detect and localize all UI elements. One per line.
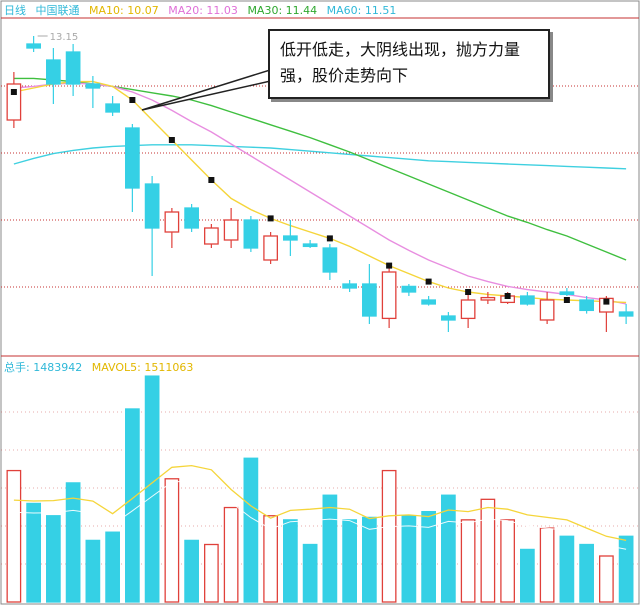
candle-body	[559, 291, 575, 296]
ma-marker	[425, 278, 432, 285]
candle-body	[421, 299, 436, 305]
volume-bar	[401, 515, 417, 603]
volume-panel-header: 总手: 1483942 MAVOL5: 1511063	[4, 359, 199, 375]
candle-body	[599, 297, 614, 313]
ma30-value: MA30: 11.44	[247, 4, 318, 17]
volume-value: 总手: 1483942	[4, 361, 83, 374]
candle-body	[480, 296, 496, 301]
volume-bar	[421, 510, 436, 603]
stock-name: 中国联通	[35, 4, 80, 17]
volume-bar	[302, 543, 318, 603]
mavol5-value: MAVOL5: 1511063	[91, 361, 194, 374]
volume-bar	[342, 519, 357, 603]
volume-bar	[223, 506, 239, 603]
volume-bar	[599, 555, 614, 603]
volume-bar	[520, 548, 535, 603]
volume-bar	[283, 519, 298, 603]
candle-body	[441, 315, 456, 321]
high-marker-label: 13.15	[50, 32, 79, 43]
volume-bar	[460, 519, 476, 603]
mavol10-line	[13, 480, 627, 550]
volume-bar	[65, 482, 81, 603]
volume-bar	[184, 539, 199, 603]
candle-body	[263, 235, 278, 261]
ma10-line	[13, 80, 627, 304]
candle-body	[302, 243, 318, 248]
ma-marker	[10, 89, 17, 95]
ma-marker	[504, 293, 511, 299]
candle-body	[26, 43, 41, 49]
candle-body	[184, 207, 199, 229]
volume-bar	[26, 502, 41, 603]
volume-bar	[480, 498, 496, 603]
volume-bar	[263, 515, 278, 603]
candle-body	[204, 227, 219, 245]
candle-body	[401, 285, 417, 293]
ma10-value: MA10: 10.07	[89, 4, 159, 17]
period-label: 日线	[4, 4, 26, 17]
volume-bar	[381, 469, 397, 603]
volume-bar	[46, 515, 61, 603]
ma60-value: MA60: 11.51	[326, 4, 397, 17]
candle-body	[579, 299, 594, 312]
mavol5-line	[13, 464, 627, 542]
volume-bar	[125, 408, 140, 603]
annotation-text: 低开低走，大阴线出现，抛方力量强，股价走势向下	[280, 40, 521, 85]
ma-marker	[168, 137, 175, 143]
ma60-line	[13, 144, 627, 170]
candle-body	[164, 211, 180, 233]
volume-bar	[618, 535, 634, 603]
volume-bar	[500, 519, 515, 603]
candle-body	[243, 219, 259, 249]
ma-marker	[386, 262, 393, 269]
callout-pointer	[141, 69, 277, 111]
candle-body	[520, 295, 535, 305]
candle-body	[618, 311, 634, 317]
candle-body	[539, 299, 555, 321]
volume-bar	[105, 531, 120, 603]
volume-bar	[362, 516, 377, 603]
annotation-callout: 低开低走，大阴线出现，抛方力量强，股价走势向下	[268, 29, 550, 99]
ma-marker	[129, 97, 136, 103]
ma-marker	[208, 177, 215, 183]
volume-bar	[85, 539, 101, 603]
ma-marker	[603, 298, 610, 305]
volume-bar	[243, 457, 259, 603]
volume-bar	[539, 527, 555, 603]
ma-marker	[267, 215, 274, 222]
candle-body	[322, 247, 338, 273]
volume-bar	[6, 469, 22, 603]
volume-bar	[144, 375, 160, 603]
volume-bar	[579, 543, 594, 603]
volume-bar	[559, 535, 575, 603]
ma-marker	[465, 289, 472, 295]
price-panel-header: 日线 中国联通 MA10: 10.07 MA20: 11.03 MA30: 11…	[4, 2, 402, 18]
ma-marker	[563, 297, 570, 303]
ma20-line	[13, 82, 627, 305]
volume-bar	[322, 494, 338, 603]
candle-body	[342, 283, 357, 289]
ma-marker	[326, 235, 333, 242]
candle-body	[85, 83, 101, 89]
candle-body	[381, 271, 397, 320]
candle-body	[105, 103, 120, 113]
candle-body	[46, 59, 61, 85]
ma20-value: MA20: 11.03	[168, 4, 238, 17]
candle-body	[223, 219, 239, 241]
candle-body	[362, 283, 377, 317]
candle-body	[65, 51, 81, 85]
candle-body	[125, 127, 140, 189]
candle-body	[283, 235, 298, 241]
candle-body	[144, 183, 160, 229]
volume-bar	[164, 478, 180, 603]
candle-body	[460, 299, 476, 320]
candle-body	[6, 83, 22, 121]
volume-bar	[204, 543, 219, 603]
